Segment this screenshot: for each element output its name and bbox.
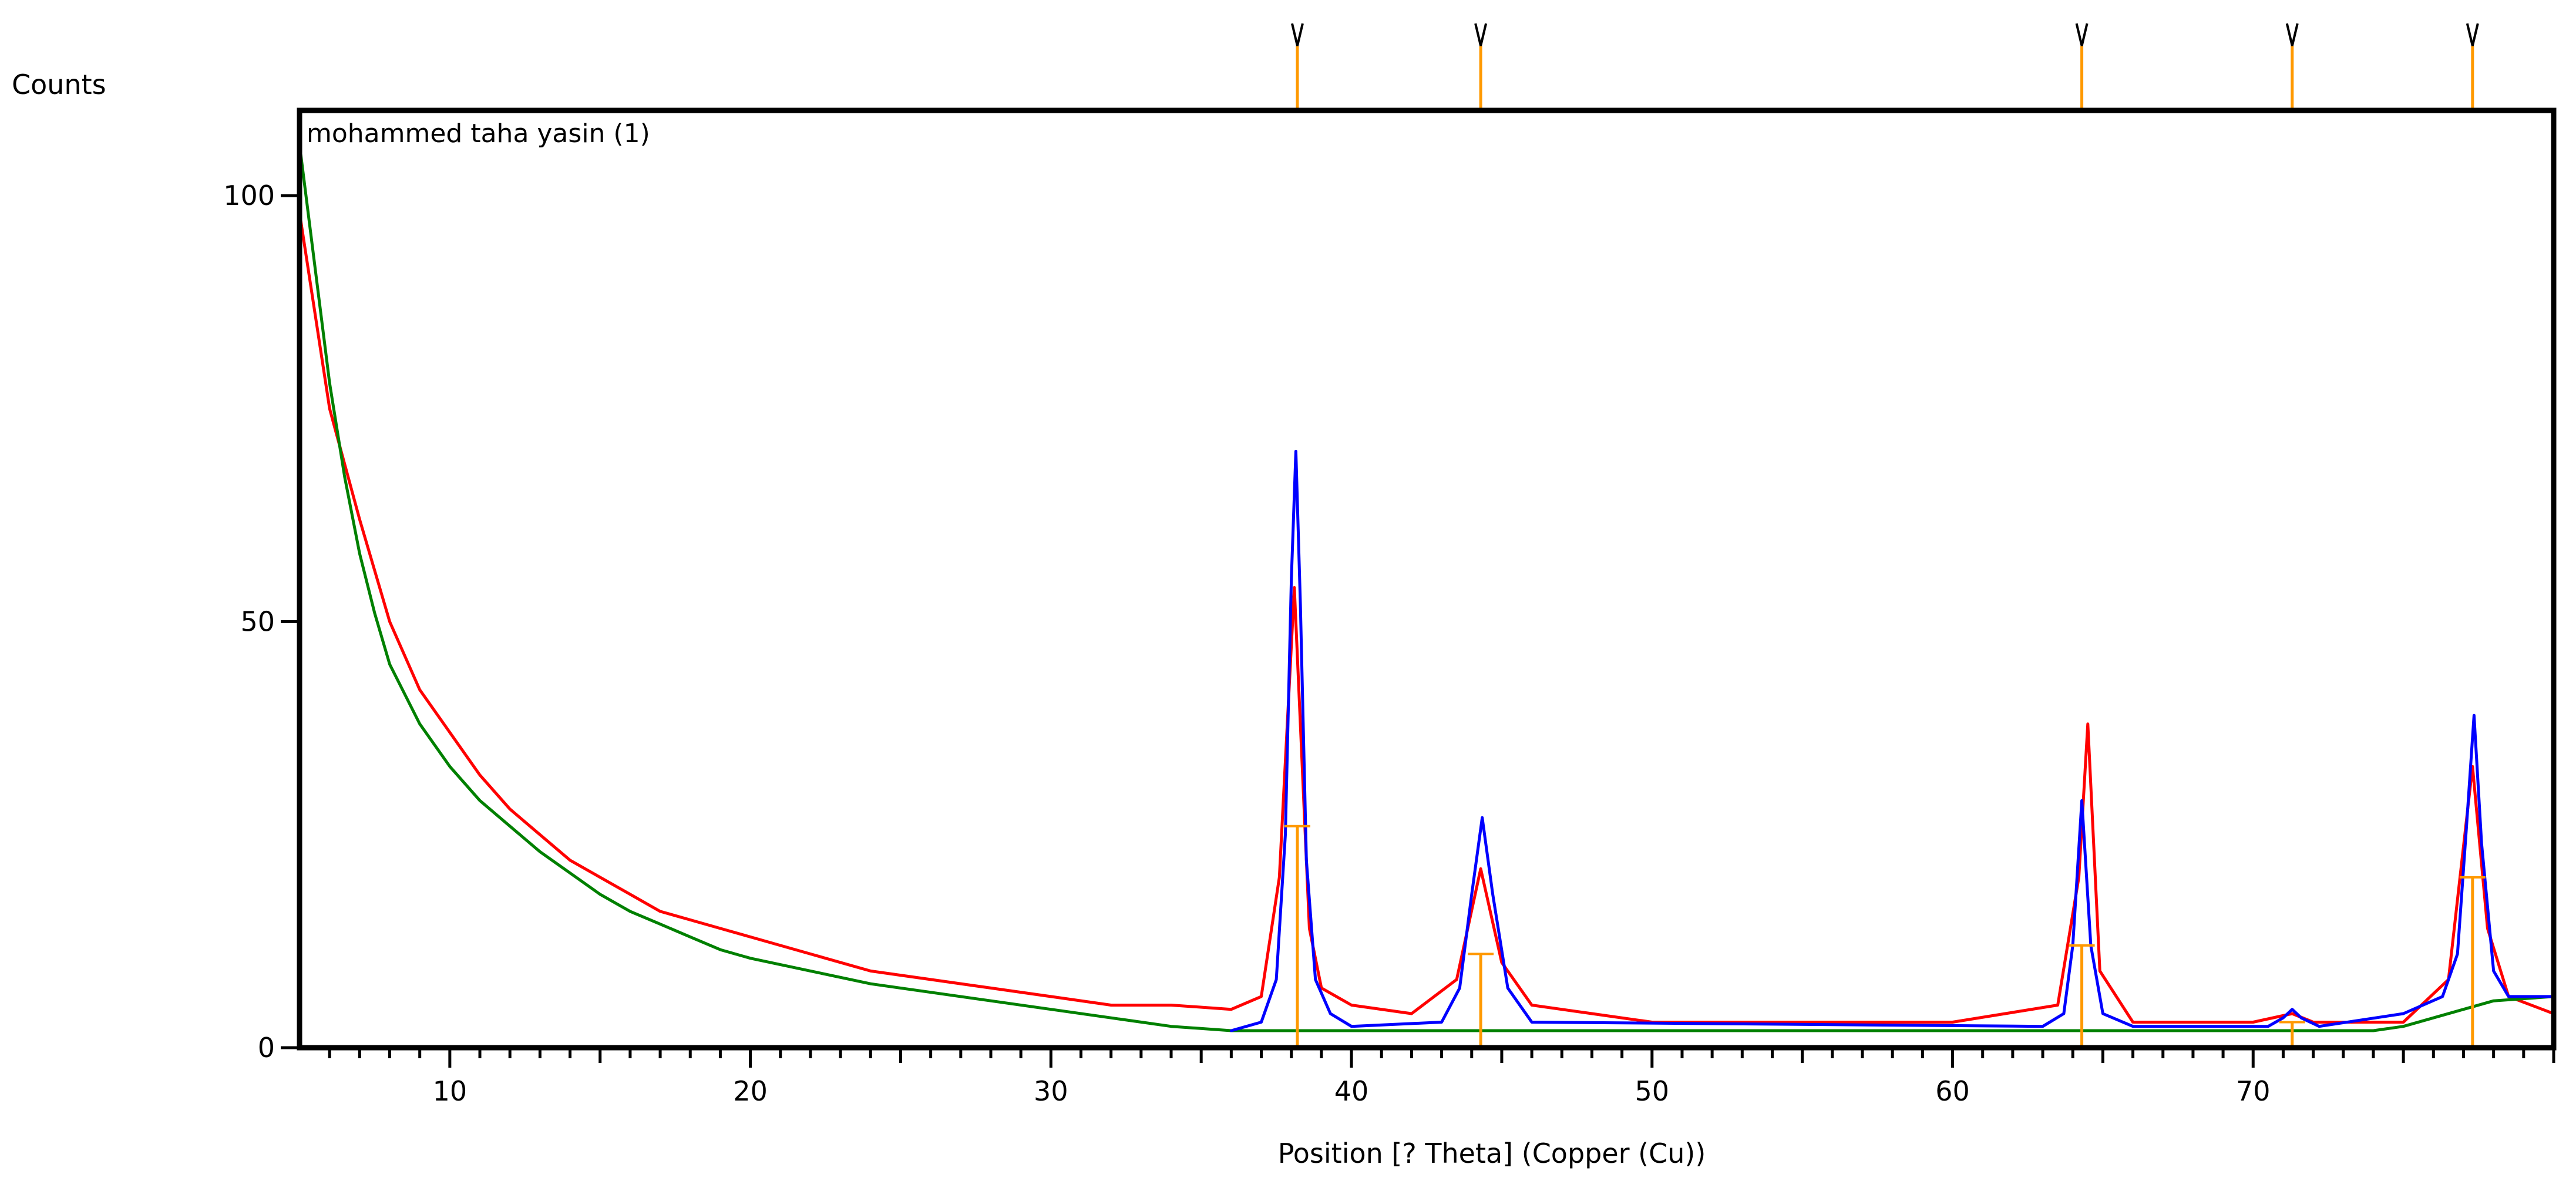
reference-peak-marker-head <box>2466 23 2479 46</box>
plot-area <box>300 143 2554 1048</box>
series-line-background <box>300 143 2554 1032</box>
y-tick-label: 0 <box>258 1032 275 1064</box>
reference-peak-marker-head <box>2075 23 2089 46</box>
plot-frame <box>297 107 2557 1051</box>
x-tick-label: 20 <box>733 1075 768 1107</box>
reference-peak-marker-head <box>1291 23 1304 46</box>
reference-peak-markers <box>1291 23 2479 110</box>
x-tick-label: 40 <box>1334 1075 1369 1107</box>
y-axis-label: Counts <box>12 69 106 100</box>
x-tick-label: 30 <box>1034 1075 1068 1107</box>
x-axis-ticks: 10 20 30 40 50 60 70 <box>328 1048 2555 1107</box>
x-tick-label: 10 <box>433 1075 468 1107</box>
y-tick-label: 50 <box>240 606 275 638</box>
x-tick-label: 60 <box>1935 1075 1970 1107</box>
reference-peak-marker-head <box>2285 23 2299 46</box>
x-tick-label: 50 <box>1635 1075 1670 1107</box>
series-line-calculated <box>1229 449 2554 1032</box>
x-tick-label: 70 <box>2236 1075 2271 1107</box>
series-line-observed <box>300 211 2554 1024</box>
reference-peak-marker-head <box>1474 23 1488 46</box>
y-tick-label: 100 <box>223 180 275 211</box>
sample-title: mohammed taha yasin (1) <box>307 119 650 149</box>
y-axis-ticks: 0 50 100 <box>223 180 300 1064</box>
x-axis-label: Position [? Theta] (Copper (Cu)) <box>1278 1138 1706 1169</box>
